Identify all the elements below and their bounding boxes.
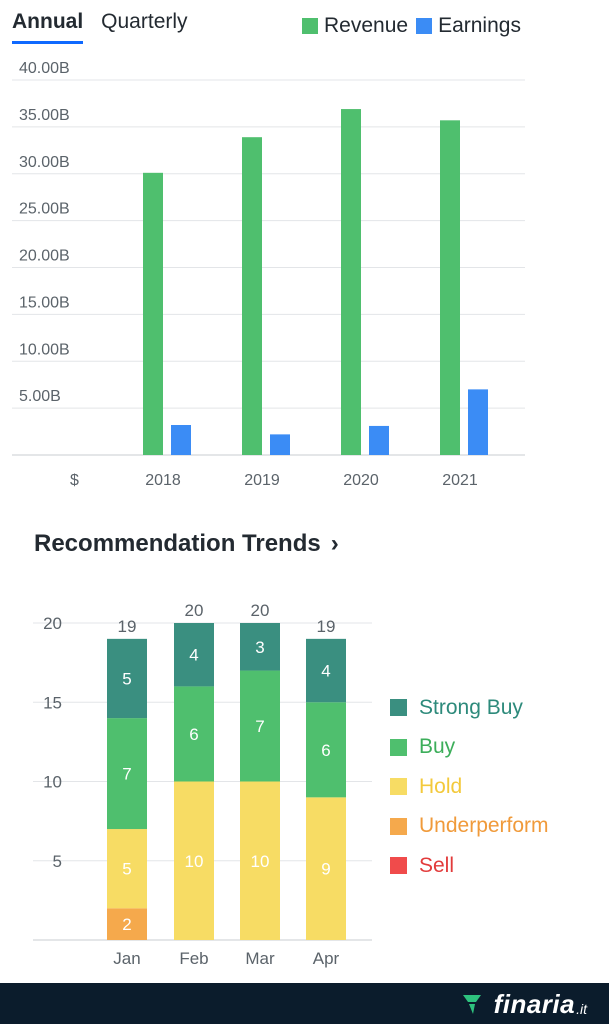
hold-value-label: 10 bbox=[251, 852, 270, 871]
hold-segment bbox=[174, 781, 214, 940]
underperform-segment bbox=[107, 908, 147, 940]
legend-label-sell: Sell bbox=[419, 853, 455, 877]
brand-tld: .it bbox=[576, 1000, 587, 1017]
recommendation-trends-link[interactable]: Recommendation Trends › bbox=[34, 530, 339, 558]
revenue-bar bbox=[242, 137, 262, 455]
legend-item-hold[interactable]: Hold bbox=[390, 767, 549, 807]
hold-swatch bbox=[390, 778, 407, 796]
x-tick-label: 2019 bbox=[244, 472, 280, 489]
legend-item-sell[interactable]: Sell bbox=[390, 846, 549, 886]
legend-item-earnings[interactable]: Earnings bbox=[416, 14, 521, 38]
finaria-logo-icon bbox=[462, 994, 481, 1014]
legend-label-earnings: Earnings bbox=[438, 14, 521, 37]
buy-value-label: 7 bbox=[122, 765, 131, 784]
footer-bar: finaria .it bbox=[0, 983, 609, 1024]
y-tick-label: 40.00B bbox=[19, 60, 70, 77]
legend-item-buy[interactable]: Buy bbox=[390, 728, 549, 768]
legend-label-underperform: Underperform bbox=[419, 814, 549, 838]
revenue-bar bbox=[341, 109, 361, 455]
buy-segment bbox=[306, 702, 346, 798]
strong-buy-segment bbox=[306, 638, 346, 703]
y-tick-label: 5 bbox=[53, 852, 62, 871]
hold-segment bbox=[306, 797, 346, 940]
y-tick-label: 30.00B bbox=[19, 154, 70, 171]
y-tick-label: 20 bbox=[43, 614, 62, 633]
total-label: 19 bbox=[118, 617, 137, 636]
y-tick-label: 10.00B bbox=[19, 341, 70, 358]
y-tick-label: 20.00B bbox=[19, 248, 70, 265]
revenue-swatch bbox=[302, 18, 318, 34]
y-tick-label: 10 bbox=[43, 773, 62, 792]
y-tick-label: 25.00B bbox=[19, 201, 70, 218]
earnings-swatch bbox=[416, 18, 433, 34]
earnings-bar bbox=[270, 434, 290, 455]
strong-buy-value-label: 3 bbox=[255, 638, 264, 657]
legend-item-strong-buy[interactable]: Strong Buy bbox=[390, 688, 549, 728]
chevron-right-icon: › bbox=[330, 530, 339, 557]
total-label: 20 bbox=[185, 601, 204, 620]
strong-buy-value-label: 5 bbox=[122, 669, 131, 688]
y-tick-label: 35.00B bbox=[19, 107, 70, 124]
period-tabs: Annual Quarterly bbox=[12, 10, 206, 44]
section-title: Recommendation Trends bbox=[34, 530, 321, 557]
total-label: 20 bbox=[251, 601, 270, 620]
strong-buy-value-label: 4 bbox=[321, 662, 330, 681]
legend-label-hold: Hold bbox=[419, 774, 463, 798]
y-tick-label: 15 bbox=[43, 693, 62, 712]
earnings-bar bbox=[369, 425, 389, 455]
x-tick-label: 2020 bbox=[343, 472, 379, 489]
buy-value-label: 6 bbox=[189, 725, 198, 744]
legend-label-revenue: Revenue bbox=[324, 14, 409, 37]
x-tick-label: Jan bbox=[113, 949, 140, 968]
hold-value-label: 5 bbox=[122, 860, 131, 879]
buy-value-label: 7 bbox=[255, 717, 264, 736]
hold-value-label: 9 bbox=[321, 860, 330, 879]
buy-segment bbox=[174, 686, 214, 782]
tab-annual[interactable]: Annual bbox=[12, 10, 84, 44]
x-tick-label: 2021 bbox=[442, 472, 478, 489]
strong-buy-segment bbox=[107, 638, 147, 719]
revenue-bar bbox=[143, 172, 163, 455]
buy-segment bbox=[240, 670, 280, 782]
recommendation-legend: Strong Buy Buy Hold Underperform Sell bbox=[390, 688, 549, 886]
strong-buy-segment bbox=[240, 623, 280, 671]
underperform-value-label: 2 bbox=[122, 915, 131, 934]
x-tick-label: Apr bbox=[313, 949, 340, 968]
legend-label-buy: Buy bbox=[419, 735, 456, 759]
currency-label: $ bbox=[70, 472, 79, 489]
y-tick-label: 15.00B bbox=[19, 294, 70, 311]
legend-item-revenue[interactable]: Revenue bbox=[302, 14, 408, 38]
revenue-bar bbox=[440, 120, 460, 455]
strong-buy-swatch bbox=[390, 699, 407, 717]
strong-buy-segment bbox=[174, 623, 214, 687]
y-tick-label: 5.00B bbox=[19, 388, 61, 405]
total-label: 19 bbox=[317, 617, 336, 636]
brand-logo[interactable]: finaria .it bbox=[462, 989, 587, 1020]
underperform-swatch bbox=[390, 817, 407, 835]
sell-swatch bbox=[390, 857, 407, 875]
recommendation-trends-chart: 5101520257519Jan106420Feb107320Mar96419A… bbox=[33, 601, 372, 968]
legend-label-strong-buy: Strong Buy bbox=[419, 695, 523, 719]
revenue-earnings-chart: 5.00B 10.00B 15.00B 20.00B 25.00B 30.00B 35.00… bbox=[12, 60, 525, 489]
brand-name: finaria bbox=[493, 989, 576, 1019]
earnings-bar bbox=[468, 389, 488, 455]
buy-segment bbox=[107, 718, 147, 830]
strong-buy-value-label: 4 bbox=[189, 646, 198, 665]
buy-value-label: 6 bbox=[321, 741, 330, 760]
hold-value-label: 10 bbox=[185, 852, 204, 871]
legend-item-underperform[interactable]: Underperform bbox=[390, 807, 549, 847]
hold-segment bbox=[107, 829, 147, 909]
tab-quarterly[interactable]: Quarterly bbox=[101, 10, 188, 33]
earnings-bar bbox=[171, 425, 191, 455]
financials-legend: Revenue Earnings bbox=[302, 14, 529, 38]
hold-segment bbox=[240, 781, 280, 940]
x-tick-label: Feb bbox=[179, 949, 208, 968]
x-tick-label: 2018 bbox=[145, 472, 181, 489]
x-tick-label: Mar bbox=[245, 949, 275, 968]
buy-swatch bbox=[390, 738, 407, 756]
